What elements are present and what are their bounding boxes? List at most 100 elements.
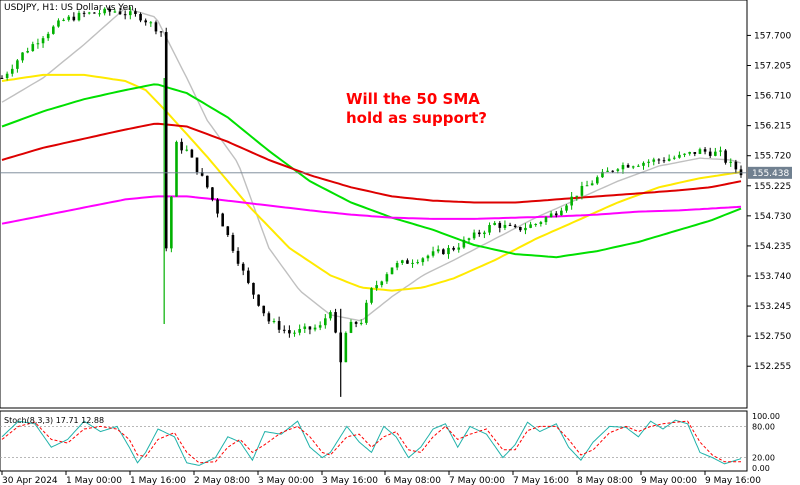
candle-body xyxy=(67,16,71,20)
candle-body xyxy=(683,153,686,155)
candle-body xyxy=(652,159,656,162)
y-tick-label: 154.235 xyxy=(754,242,791,252)
x-tick-label: 7 May 16:00 xyxy=(513,476,569,485)
candle-body xyxy=(236,250,240,264)
candle-body xyxy=(252,282,255,295)
candle-body xyxy=(334,312,337,333)
candle-body xyxy=(513,225,517,227)
candle-body xyxy=(0,77,4,79)
candle-body xyxy=(442,249,445,255)
candle-body xyxy=(488,225,491,233)
candle-body xyxy=(601,171,604,178)
x-tick-label: 2 May 08:00 xyxy=(194,476,250,485)
candle-body xyxy=(5,73,9,79)
main-chart-frame xyxy=(0,0,748,409)
candle-body xyxy=(667,158,671,161)
candle-body xyxy=(421,258,425,263)
moving-averages xyxy=(1,7,742,322)
candle-body xyxy=(134,11,137,14)
x-tick-label: 6 May 08:00 xyxy=(385,476,441,485)
x-tick-label: 3 May 00:00 xyxy=(258,476,314,485)
candle-body xyxy=(21,52,24,61)
candle-body xyxy=(98,13,101,15)
x-tick-label: 7 May 00:00 xyxy=(449,476,505,485)
candle-body xyxy=(216,199,219,214)
candle-body xyxy=(411,262,414,264)
candle-body xyxy=(221,213,224,227)
y-tick-label: 157.205 xyxy=(754,61,791,71)
candle-body xyxy=(380,281,384,286)
candle-body xyxy=(452,247,455,250)
candle-body xyxy=(370,288,373,303)
candle-body xyxy=(262,305,266,314)
candle-body xyxy=(16,60,19,69)
candle-body xyxy=(288,330,291,334)
candle-body xyxy=(693,152,697,154)
candle-body xyxy=(626,165,630,168)
candle-body xyxy=(154,22,158,32)
y-tick-label: 153.245 xyxy=(754,302,791,312)
candle-body xyxy=(529,224,532,228)
candle-body xyxy=(524,227,527,231)
candle-body xyxy=(303,326,307,329)
annotation-line-1: Will the 50 SMA xyxy=(346,90,480,108)
candle-body xyxy=(31,44,35,52)
stoch-signal-line xyxy=(1,420,741,464)
candle-body xyxy=(606,170,609,172)
candle-body xyxy=(36,43,40,45)
candle-body xyxy=(508,224,512,226)
candle-body xyxy=(580,185,584,196)
candle-body xyxy=(82,12,86,14)
candle-body xyxy=(621,165,625,170)
candle-body xyxy=(688,152,691,154)
candle-body xyxy=(282,329,286,331)
candle-body xyxy=(585,185,589,187)
candle-body xyxy=(662,160,666,162)
candle-body xyxy=(46,33,50,39)
candle-body xyxy=(77,12,81,21)
candle-body xyxy=(159,31,163,33)
candle-body xyxy=(93,12,96,14)
sma-20-line xyxy=(1,7,742,322)
candle-body xyxy=(714,151,717,156)
candle-body xyxy=(724,150,727,163)
candle-body xyxy=(549,213,553,218)
candle-body xyxy=(493,222,496,226)
candle-body xyxy=(739,169,743,176)
candle-body xyxy=(267,313,271,322)
candle-body xyxy=(631,166,635,168)
candle-body xyxy=(729,161,733,163)
candle-body xyxy=(365,302,368,323)
candle-body xyxy=(431,251,435,256)
candle-body xyxy=(406,260,409,264)
candle-body xyxy=(329,312,332,319)
candle-body xyxy=(416,262,419,264)
candle-body xyxy=(247,270,250,283)
candle-body xyxy=(457,247,461,250)
y-tick-label: 155.225 xyxy=(754,182,791,192)
price-axis: 157.700 157.205 156.710 156.215 155.720 155.2… xyxy=(747,31,792,372)
chart-title: USDJPY, H1: US Dollar vs Yen xyxy=(4,3,134,13)
sma-100-line xyxy=(1,83,742,259)
candle-body xyxy=(375,285,378,289)
candle-body xyxy=(575,195,579,197)
y-tick-label: 154.730 xyxy=(754,212,791,222)
candle-body xyxy=(426,255,430,259)
candle-body xyxy=(611,170,615,172)
candle-body xyxy=(672,157,676,159)
stoch-level-label: 0.00 xyxy=(752,464,770,473)
candle-body xyxy=(103,8,106,14)
candle-body xyxy=(298,328,301,333)
x-tick-label: 1 May 16:00 xyxy=(130,476,186,485)
x-tick-label: 9 May 00:00 xyxy=(641,476,697,485)
candle-body xyxy=(354,321,358,324)
x-tick-label: 8 May 08:00 xyxy=(577,476,633,485)
stoch-level-label: 80.00 xyxy=(752,422,775,431)
candle-body xyxy=(447,247,450,255)
candle-body xyxy=(180,141,183,151)
candle-body xyxy=(698,149,702,154)
y-tick-label: 152.750 xyxy=(754,332,791,342)
candle-body xyxy=(175,141,178,197)
candle-body xyxy=(390,267,394,275)
candle-body xyxy=(637,165,640,167)
